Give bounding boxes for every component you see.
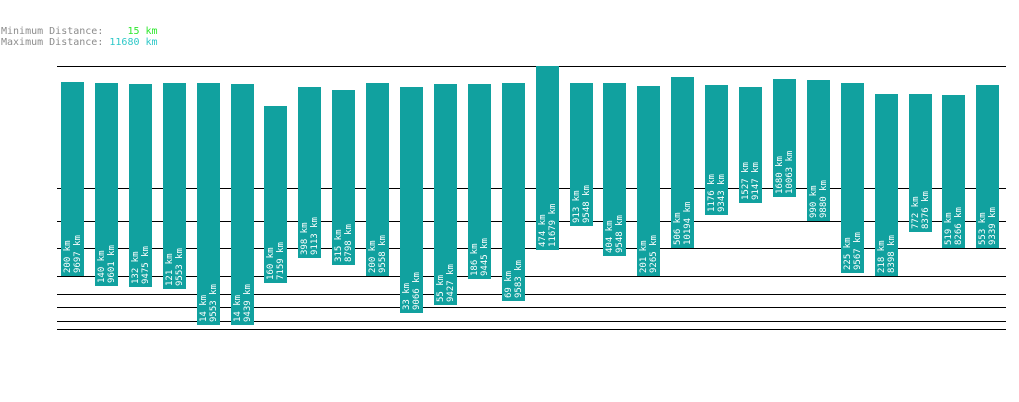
bar-label-max: 9066 km [412,272,422,310]
bar-10 [400,87,423,313]
bar-label-max: 9113 km [310,217,320,255]
bar-label-max: 9265 km [649,235,659,273]
bar-0 [61,82,84,276]
bar-label-max: 9697 km [73,235,83,273]
bar-12 [468,84,491,279]
bar-label-min: 990 km [809,185,819,218]
bar-label-min: 404 km [605,220,615,253]
bar-22 [807,80,830,221]
bar-label-max: 9475 km [141,246,151,284]
bar-label-max: 9339 km [988,207,998,245]
bar-15 [570,83,593,226]
bar-label-max: 11679 km [548,204,558,247]
bar-label-min: 55 km [436,275,446,302]
bar-25 [909,94,932,232]
bar-label-min: 14 km [199,295,209,322]
bar-label-min: 772 km [911,196,921,229]
bar-label-max: 9147 km [751,162,761,200]
bar-20 [739,87,762,203]
bar-label-max: 9445 km [480,238,490,276]
bar-label-min: 200 km [63,240,73,273]
bar-24 [875,94,898,276]
bar-label-max: 9548 km [582,185,592,223]
bar-label-min: 225 km [843,237,853,270]
bar-label-min: 33 km [402,283,412,310]
bar-13 [502,83,525,301]
bar-5 [231,84,254,325]
bar-8 [332,90,355,265]
bar-23 [841,83,864,273]
bar-7 [298,87,321,258]
legend: Minimum Distance: 15 km Maximum Distance… [1,26,158,48]
bar-27 [976,85,999,248]
bar-26 [942,95,965,248]
bar-label-min: 1176 km [707,174,717,212]
bar-label-min: 218 km [877,240,887,273]
bar-label-max: 9583 km [514,260,524,298]
bar-label-max: 9553 km [209,284,219,322]
bar-label-min: 140 km [97,250,107,283]
bars: 200 km 9697 km 140 km 9601 km 132 km 9475 km 1… [61,66,999,325]
bar-9 [366,83,389,276]
bar-4 [197,83,220,325]
bar-label-min: 553 km [978,212,988,245]
bar-label-max: 8398 km [887,235,897,273]
bar-label-max: 10063 km [785,151,795,194]
legend-max-label: Maximum Distance: [1,37,104,48]
bar-2 [129,84,152,287]
bar-label-min: 519 km [944,212,954,245]
bar-label-min: 121 km [165,253,175,286]
bar-label-max: 8376 km [921,191,931,229]
bar-label-min: 200 km [368,240,378,273]
bar-label-min: 186 km [470,243,480,276]
bar-label-max: 9548 km [615,215,625,253]
legend-min-row: Minimum Distance: 15 km [1,26,158,37]
bar-label-min: 1680 km [775,156,785,194]
bar-label-max: 9601 km [107,245,117,283]
bar-label-min: 506 km [673,212,683,245]
bar-label-min: 69 km [504,271,514,298]
bar-label-max: 9567 km [853,232,863,270]
bar-11 [434,84,457,305]
bar-16 [603,83,626,256]
bar-label-min: 913 km [572,190,582,223]
bar-19 [705,85,728,215]
legend-min-label: Minimum Distance: [1,26,104,37]
bar-label-max: 9343 km [717,174,727,212]
bar-label-max: 9553 km [175,248,185,286]
bar-14 [536,66,559,250]
bar-label-max: 9558 km [378,235,388,273]
bar-label-min: 160 km [266,247,276,280]
bar-label-max: 9880 km [819,180,829,218]
bar-label-min: 315 km [334,229,344,262]
bar-3 [163,83,186,289]
bar-21 [773,79,796,197]
legend-min-value: 15 km [127,26,158,37]
bar-label-max: 8798 km [344,224,354,262]
legend-max-row: Maximum Distance: 11680 km [1,37,158,48]
bar-label-min: 1527 km [741,162,751,200]
bar-label-max: 10194 km [683,202,693,245]
bar-label-min: 474 km [538,214,548,247]
bar-17 [637,86,660,276]
bar-label-max: 9427 km [446,264,456,302]
bar-18 [671,77,694,248]
bar-label-min: 201 km [639,240,649,273]
bar-label-max: 7159 km [276,242,286,280]
bar-label-max: 9439 km [243,284,253,322]
bar-label-min: 132 km [131,251,141,284]
bar-label-min: 398 km [300,222,310,255]
legend-max-value: 11680 km [109,37,158,48]
bar-label-max: 8266 km [954,207,964,245]
bar-label-min: 14 km [233,295,243,322]
bar-1 [95,83,118,286]
bar-6 [264,106,287,283]
